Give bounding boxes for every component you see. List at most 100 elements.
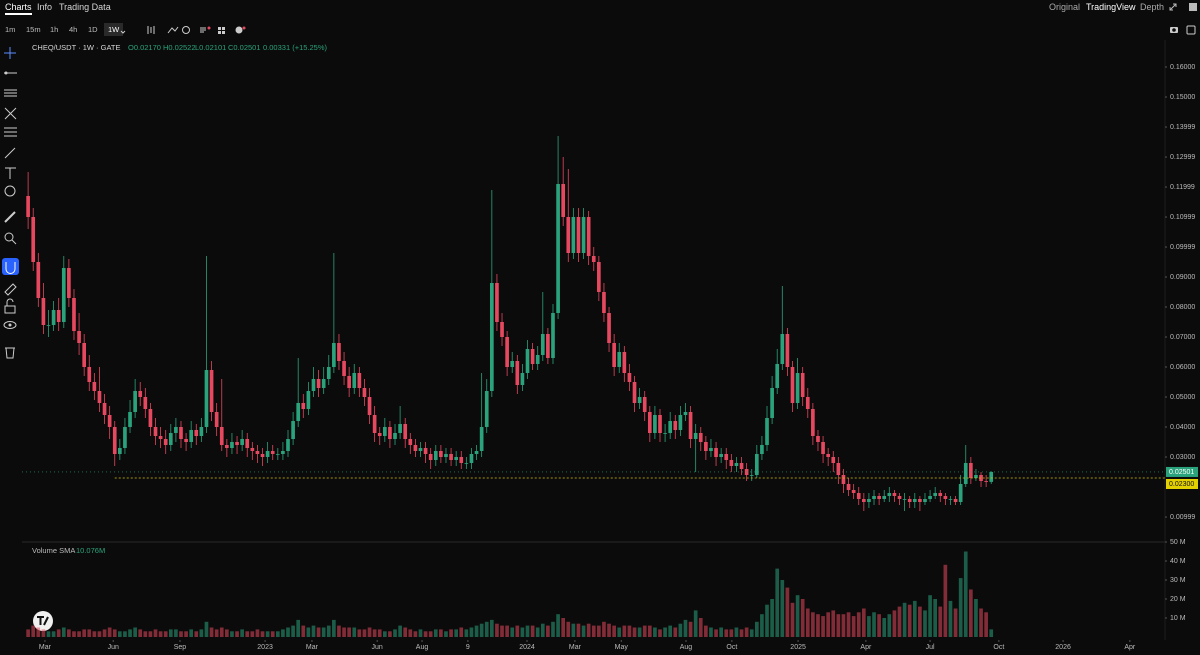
- interval-active[interactable]: 1W: [104, 23, 124, 36]
- candle-body: [102, 403, 107, 415]
- volume-bar: [469, 627, 474, 637]
- candle-body: [958, 484, 963, 502]
- y-tick-label: 0.15000: [1170, 94, 1195, 101]
- volume-bar: [41, 629, 46, 637]
- candle-body: [704, 442, 708, 451]
- volume-bar: [673, 627, 678, 637]
- candle-body: [163, 439, 168, 445]
- interval[interactable]: 15m: [26, 25, 41, 34]
- candle-body: [189, 430, 194, 442]
- nav-tab[interactable]: Info: [37, 2, 53, 12]
- volume-bar: [515, 625, 520, 637]
- candle-body: [928, 496, 932, 499]
- candle-body: [270, 451, 275, 454]
- candle-body: [632, 382, 637, 403]
- volume-bar: [382, 631, 387, 637]
- volume-bar: [576, 623, 581, 637]
- volume-label: Volume SMA: [32, 546, 75, 555]
- candle-body: [765, 418, 769, 445]
- view-tab[interactable]: Depth: [1140, 2, 1165, 12]
- interval[interactable]: 1h: [50, 25, 59, 34]
- volume-bar: [138, 629, 143, 637]
- volume-bar: [112, 629, 117, 637]
- candle-body: [780, 334, 785, 364]
- candle-body: [423, 448, 428, 454]
- volume-bar: [102, 629, 107, 637]
- x-tick-label: Apr: [1124, 644, 1136, 651]
- volume-bar: [739, 629, 744, 637]
- interval[interactable]: 1D: [88, 25, 98, 34]
- volume-sma: 10.076M: [76, 546, 105, 555]
- interval[interactable]: 1m: [5, 25, 16, 34]
- volume-bar: [143, 631, 148, 637]
- volume-bar: [372, 629, 377, 637]
- volume-bar: [291, 625, 295, 637]
- candle-body: [673, 421, 678, 430]
- volume-bar: [897, 606, 902, 637]
- candle-body: [836, 463, 841, 475]
- candle-body: [734, 463, 739, 466]
- nav-tab[interactable]: Trading Data: [59, 2, 111, 12]
- view-tab[interactable]: TradingView: [1086, 2, 1136, 12]
- volume-bar: [36, 627, 41, 637]
- volume-bar: [168, 629, 173, 637]
- candle-body: [352, 373, 357, 388]
- candle-body: [540, 334, 545, 355]
- toolbar-right-icons[interactable]: [1168, 25, 1198, 35]
- candle-body: [184, 439, 188, 442]
- volume-bar: [816, 614, 820, 637]
- window-icons[interactable]: [1168, 2, 1198, 12]
- drawing-tools[interactable]: [0, 40, 22, 655]
- volume-bar: [77, 631, 81, 637]
- nav-tab[interactable]: Charts: [5, 2, 32, 15]
- candle-body: [826, 454, 830, 457]
- volume-bar: [505, 625, 509, 637]
- volume-bar: [683, 619, 688, 637]
- volume-bar: [805, 608, 810, 637]
- candle-body: [974, 475, 978, 478]
- volume-bar: [189, 629, 194, 637]
- view-tab[interactable]: Original: [1049, 2, 1081, 12]
- interval[interactable]: 4h: [69, 25, 78, 34]
- candle-body: [515, 361, 520, 385]
- x-tick-label: Jul: [926, 644, 935, 651]
- toolbar-icons[interactable]: [120, 25, 250, 35]
- candle-body: [240, 439, 244, 445]
- volume-bar: [856, 612, 861, 637]
- candle-body: [607, 313, 611, 343]
- candle-body: [963, 463, 968, 484]
- candle-body: [158, 436, 163, 439]
- volume-bar: [938, 606, 943, 637]
- volume-bar: [540, 623, 545, 637]
- y-tick-label: 0.06000: [1170, 364, 1195, 371]
- volume-bar: [841, 614, 846, 637]
- candle-body: [724, 454, 729, 460]
- candle-body: [138, 391, 143, 397]
- candle-body: [123, 427, 127, 448]
- candle-body: [112, 427, 117, 454]
- volume-bar: [693, 610, 698, 637]
- volume-bar: [97, 631, 102, 637]
- candle-body: [622, 352, 627, 373]
- ohlc-label: C0.02501: [228, 43, 261, 52]
- candle-body: [291, 421, 295, 439]
- volume-bar: [979, 608, 983, 637]
- candle-body: [821, 442, 825, 454]
- volume-bar: [867, 616, 871, 637]
- candle-body: [372, 415, 377, 433]
- candle-body: [887, 493, 892, 496]
- volume-bar: [831, 610, 836, 637]
- candle-body: [87, 367, 92, 382]
- candle-body: [459, 457, 464, 463]
- candle-body: [785, 334, 790, 367]
- volume-bar: [158, 631, 163, 637]
- candle-body: [658, 415, 662, 433]
- candle-body: [627, 373, 632, 382]
- volume-bar: [907, 604, 912, 637]
- x-tick-label: 2023: [257, 644, 273, 651]
- volume-bar: [92, 631, 97, 637]
- candle-body: [698, 433, 703, 442]
- volume-bar: [184, 631, 188, 637]
- volume-bar: [795, 595, 800, 637]
- candle-body: [775, 364, 780, 388]
